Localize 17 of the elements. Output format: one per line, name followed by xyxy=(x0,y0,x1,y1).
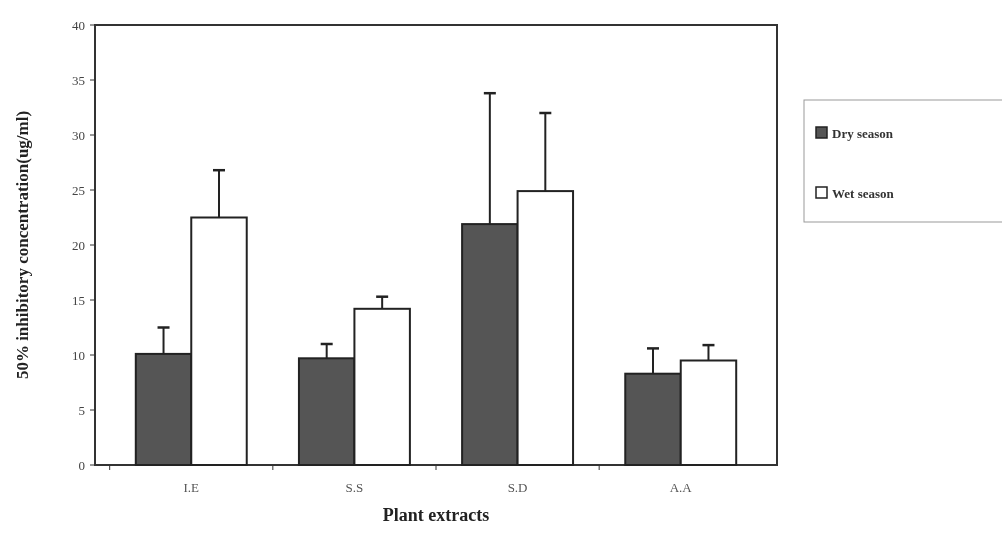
x-axis-title: Plant extracts xyxy=(382,505,490,525)
x-tick-label: I.E xyxy=(183,480,200,495)
x-tick-label: S.D xyxy=(507,480,528,495)
legend-label: Dry season xyxy=(832,125,894,141)
y-tick-label: 25 xyxy=(72,182,85,198)
y-tick-label: 15 xyxy=(72,292,85,308)
y-tick-label: 10 xyxy=(72,347,85,363)
y-tick-label: 30 xyxy=(72,127,85,143)
legend-label: Wet season xyxy=(832,185,895,201)
x-tick-label: A.A xyxy=(669,480,693,495)
y-tick-label: 35 xyxy=(72,72,85,88)
y-tick-label: 40 xyxy=(72,17,85,33)
y-tick-label: 20 xyxy=(72,237,85,253)
y-axis-title: 50% inhibitory concentration(ug/ml) xyxy=(13,110,32,380)
y-tick-label: 0 xyxy=(78,457,85,473)
y-tick-label: 5 xyxy=(78,402,85,418)
x-tick-label: S.S xyxy=(345,480,364,495)
